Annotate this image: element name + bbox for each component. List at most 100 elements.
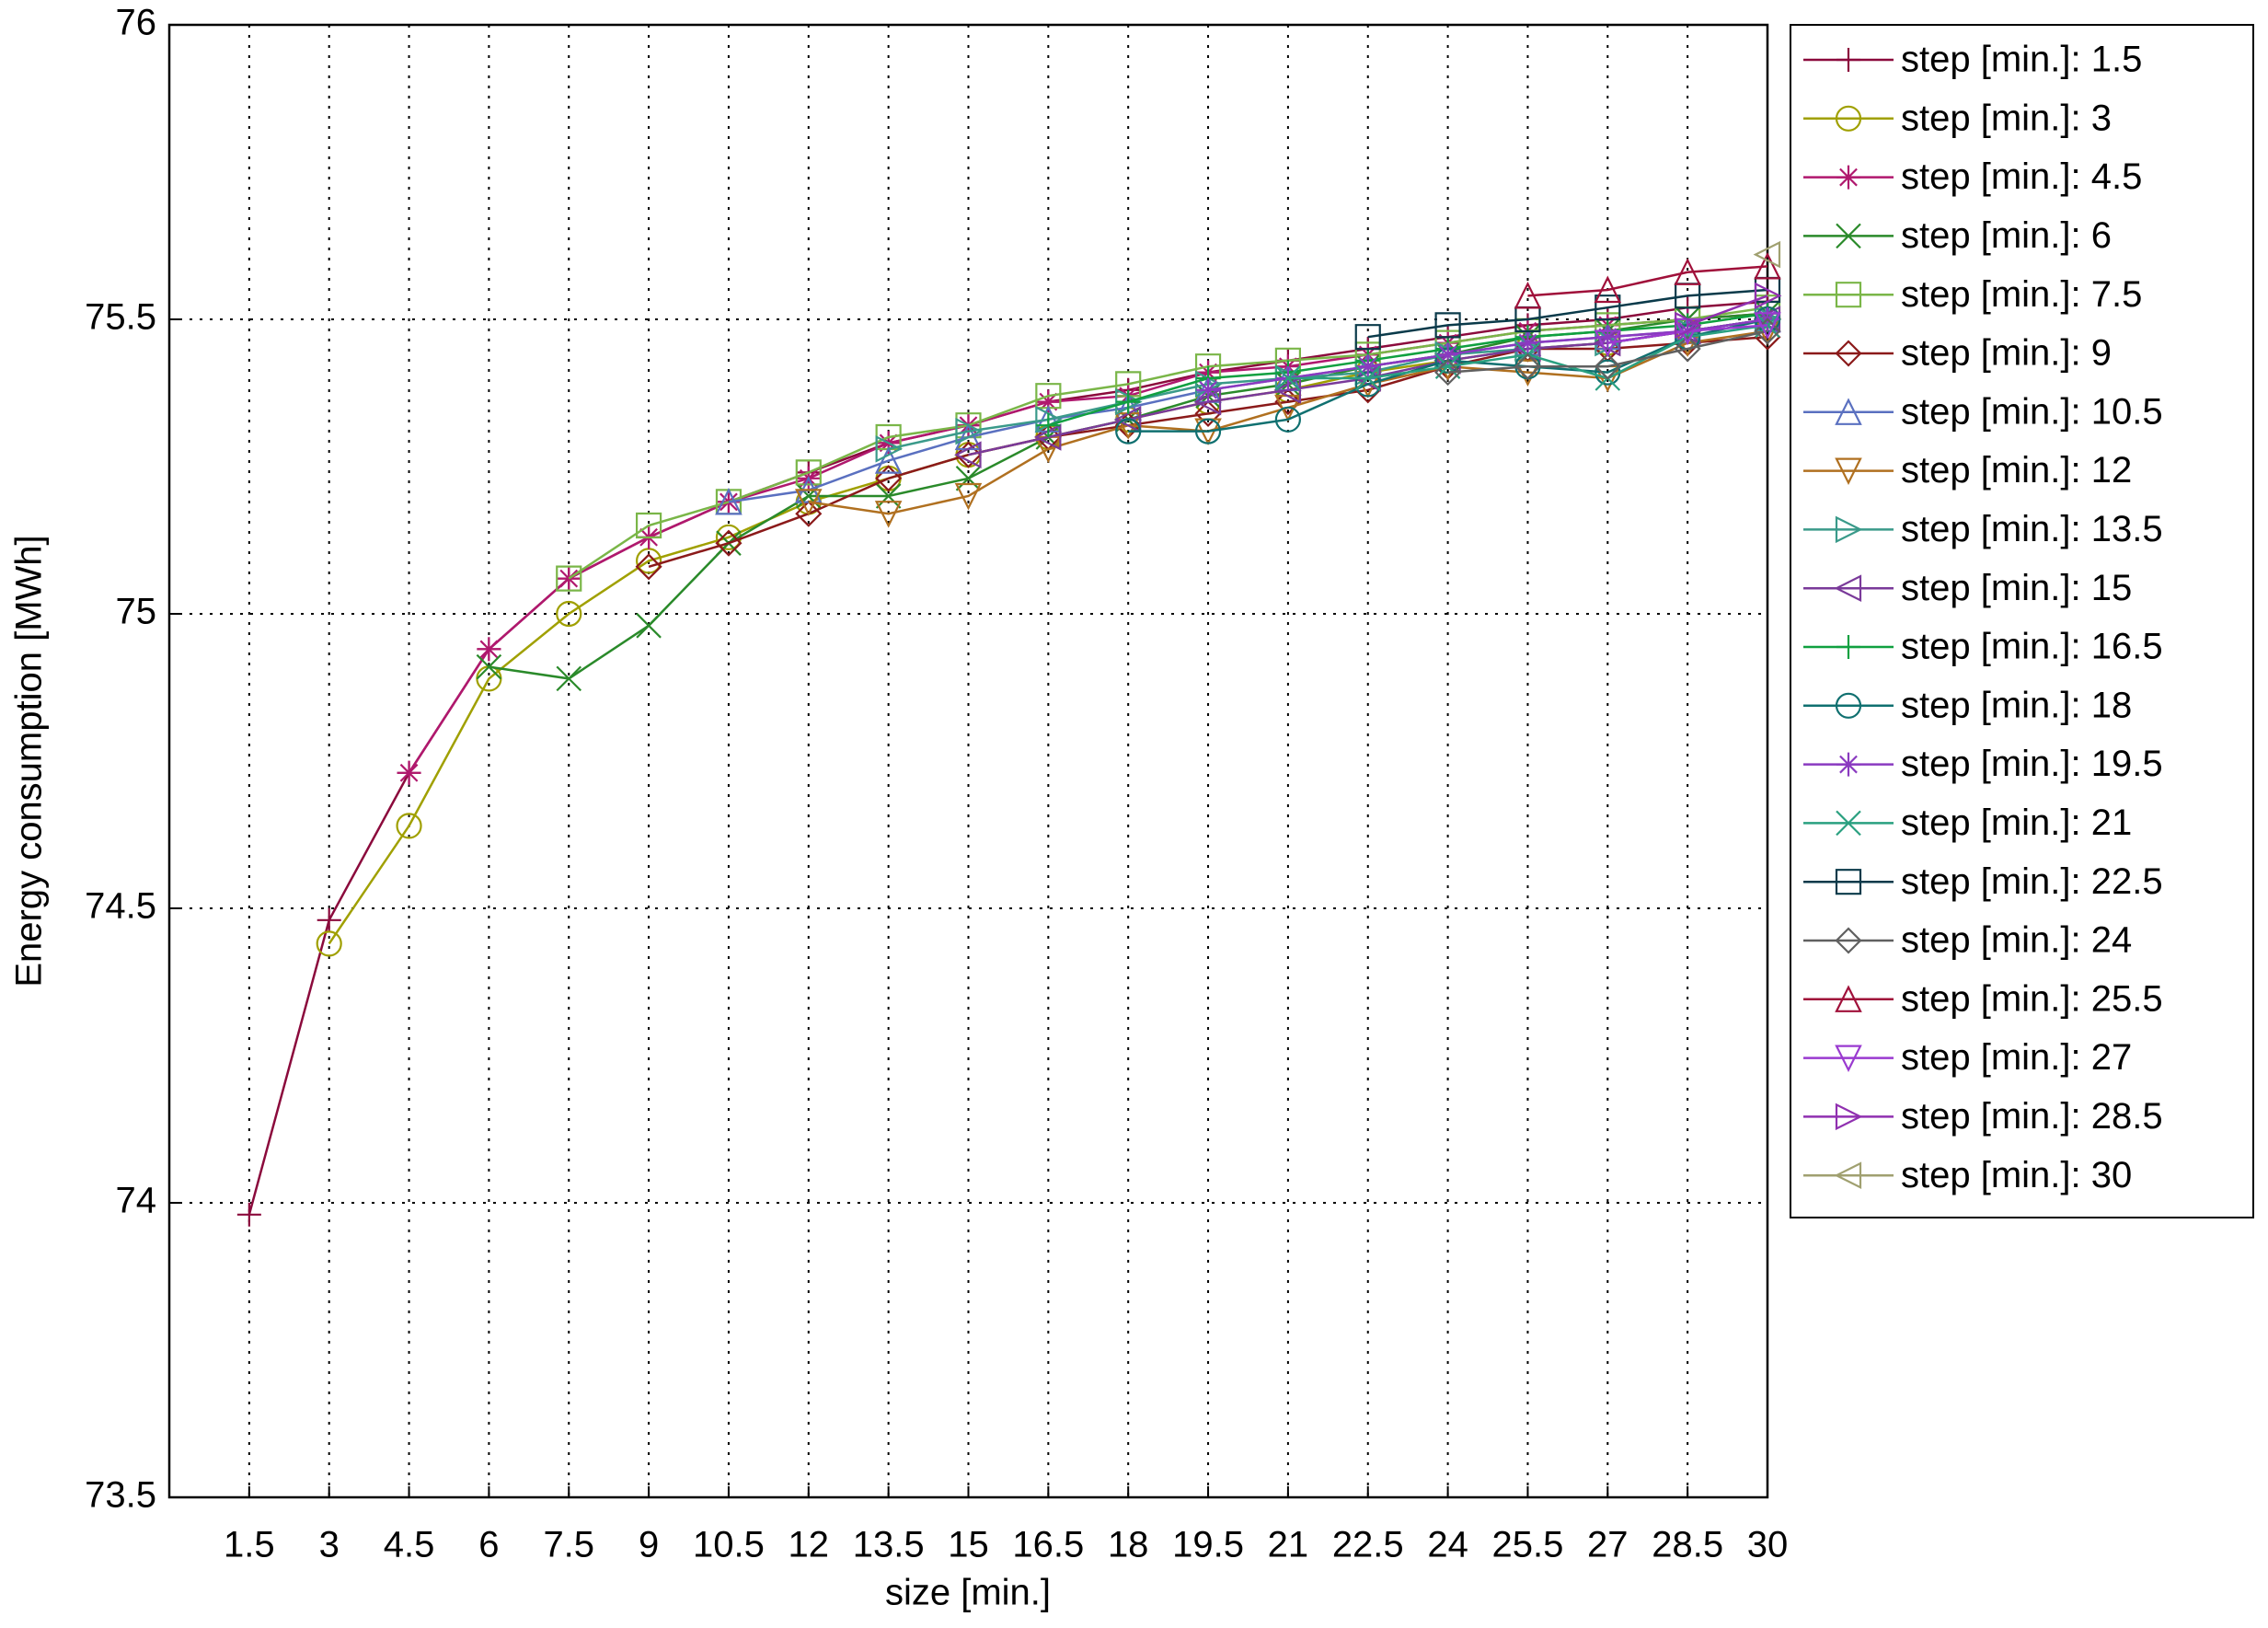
legend-marker — [1835, 515, 1863, 544]
data-point — [1434, 353, 1461, 379]
data-point — [1674, 335, 1701, 363]
x-tick-label: 6 — [478, 1525, 499, 1565]
data-point — [875, 465, 903, 492]
y-tick-label: 74 — [116, 1181, 157, 1221]
x-tick-label: 15 — [948, 1525, 989, 1565]
x-tick-label: 25.5 — [1492, 1525, 1564, 1565]
legend-marker — [1835, 869, 1862, 895]
data-point — [1515, 330, 1540, 355]
data-point — [715, 487, 743, 515]
data-point — [875, 435, 904, 463]
legend-label: step [min.]: 25.5 — [1901, 978, 2163, 1019]
legend-label: step [min.]: 3 — [1901, 98, 2112, 138]
series-line — [1047, 312, 1768, 427]
data-point — [317, 907, 341, 932]
data-point — [1115, 418, 1142, 445]
data-point — [874, 501, 903, 528]
data-point — [1753, 240, 1781, 269]
legend-label: step [min.]: 18 — [1901, 685, 2132, 725]
legend-marker — [1836, 635, 1860, 659]
data-point — [795, 489, 823, 516]
legend-marker — [1835, 282, 1862, 308]
data-point — [1116, 389, 1141, 414]
data-point — [954, 441, 982, 468]
legend-label: step [min.]: 7.5 — [1901, 274, 2142, 315]
data-point — [1194, 418, 1222, 445]
data-point — [1196, 377, 1221, 402]
x-tick-label: 1.5 — [224, 1525, 275, 1565]
data-point — [635, 512, 662, 539]
legend-marker — [1835, 340, 1862, 367]
data-point — [1754, 318, 1781, 345]
data-point — [1594, 329, 1622, 358]
data-point — [1594, 275, 1622, 304]
data-point — [556, 565, 582, 592]
data-point — [715, 529, 743, 557]
data-point — [1675, 311, 1702, 340]
series-line — [1687, 294, 1768, 327]
legend-label: step [min.]: 12 — [1901, 450, 2132, 491]
x-tick-label: 19.5 — [1172, 1525, 1244, 1565]
plot-frame — [167, 23, 1769, 1499]
legend-marker — [1834, 1161, 1862, 1189]
data-point — [556, 665, 582, 692]
legend-label: step [min.]: 10.5 — [1901, 391, 2163, 432]
x-tick-label: 28.5 — [1652, 1525, 1723, 1565]
data-point — [1675, 324, 1701, 351]
x-axis-label: size [min.] — [885, 1573, 1051, 1613]
legend-label: step [min.]: 4.5 — [1901, 156, 2142, 197]
data-point — [1275, 365, 1301, 391]
y-tick-label: 74.5 — [85, 886, 156, 927]
x-tick-label: 30 — [1747, 1525, 1789, 1565]
data-point — [954, 441, 983, 468]
data-point — [954, 482, 983, 511]
legend-label: step [min.]: 15 — [1901, 568, 2132, 608]
data-point — [1595, 325, 1620, 350]
legend-marker — [1835, 105, 1862, 132]
data-point — [1354, 324, 1381, 351]
legend-label: step [min.]: 27 — [1901, 1037, 2132, 1078]
x-tick-label: 21 — [1268, 1525, 1309, 1565]
y-tick-label: 76 — [116, 3, 157, 43]
data-point — [1754, 312, 1781, 340]
data-point — [955, 466, 982, 491]
data-point — [1354, 365, 1381, 391]
x-tick-label: 9 — [639, 1525, 659, 1565]
y-tick-label: 75 — [116, 592, 157, 632]
legend-marker — [1836, 810, 1861, 837]
data-point — [1274, 406, 1302, 433]
data-point — [1115, 371, 1142, 398]
data-point — [316, 930, 342, 957]
series-line — [1447, 329, 1768, 374]
legend-marker — [1835, 457, 1862, 486]
legend-marker — [1836, 752, 1860, 777]
legend-box — [1790, 24, 2254, 1218]
legend-label: step [min.]: 1.5 — [1901, 40, 2142, 80]
x-tick-label: 13.5 — [853, 1525, 925, 1565]
data-point — [397, 760, 421, 785]
legend-marker — [1835, 985, 1862, 1012]
x-tick-label: 3 — [319, 1525, 340, 1565]
data-point — [1514, 281, 1542, 309]
data-point — [1435, 342, 1460, 367]
data-point — [1274, 388, 1302, 416]
legend-marker — [1835, 692, 1862, 719]
legend-marker — [1834, 574, 1862, 602]
legend-label: step [min.]: 16.5 — [1901, 627, 2163, 667]
y-tick-label: 73.5 — [85, 1475, 156, 1516]
data-point — [477, 637, 501, 662]
data-point — [1035, 383, 1062, 410]
legend-marker — [1836, 165, 1860, 190]
x-tick-label: 7.5 — [543, 1525, 594, 1565]
x-tick-label: 16.5 — [1012, 1525, 1084, 1565]
data-point — [795, 459, 822, 486]
data-point — [1434, 347, 1461, 374]
x-tick-label: 27 — [1587, 1525, 1629, 1565]
x-tick-label: 24 — [1427, 1525, 1468, 1565]
data-point — [1595, 294, 1621, 321]
legend-marker — [1835, 927, 1862, 954]
data-point — [1434, 312, 1461, 339]
data-point — [1355, 354, 1380, 379]
legend-label: step [min.]: 30 — [1901, 1155, 2132, 1195]
